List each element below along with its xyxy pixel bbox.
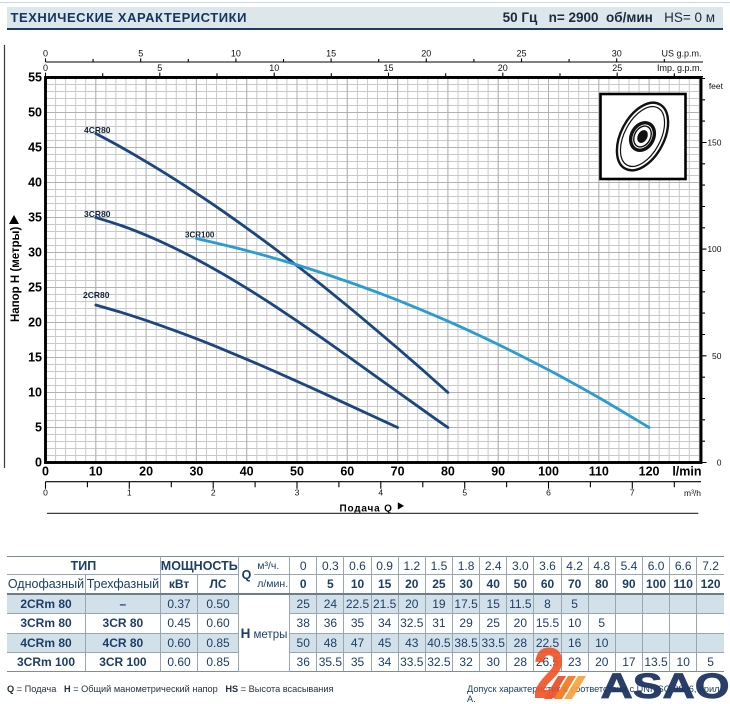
svg-text:10: 10	[89, 465, 103, 479]
svg-text:80: 80	[441, 465, 455, 479]
svg-text:0: 0	[35, 456, 42, 470]
svg-text:15: 15	[383, 63, 393, 73]
svg-text:20: 20	[139, 465, 153, 479]
svg-text:0: 0	[43, 49, 48, 59]
svg-text:25: 25	[612, 63, 622, 73]
svg-text:3: 3	[295, 488, 300, 498]
svg-text:Imp. g.p.m.: Imp. g.p.m.	[657, 63, 702, 73]
svg-text:25: 25	[28, 281, 42, 295]
svg-text:50: 50	[290, 465, 304, 479]
svg-text:0: 0	[42, 465, 49, 479]
svg-text:100: 100	[538, 465, 559, 479]
svg-text:3CR80: 3CR80	[84, 209, 111, 219]
svg-text:35: 35	[28, 211, 42, 225]
svg-text:5: 5	[157, 63, 162, 73]
svg-text:feet: feet	[709, 81, 724, 91]
svg-text:15: 15	[28, 351, 42, 365]
svg-text:40: 40	[28, 176, 42, 190]
svg-text:5: 5	[138, 49, 143, 59]
svg-text:2CR80: 2CR80	[83, 290, 110, 300]
svg-text:20: 20	[421, 49, 431, 59]
svg-text:70: 70	[391, 465, 405, 479]
svg-text:30: 30	[28, 246, 42, 260]
svg-text:m³/h: m³/h	[684, 488, 701, 498]
svg-text:120: 120	[639, 465, 660, 479]
svg-text:20: 20	[28, 316, 42, 330]
svg-text:45: 45	[28, 141, 42, 155]
svg-text:US g.p.m.: US g.p.m.	[661, 49, 701, 59]
svg-text:0: 0	[717, 458, 722, 468]
svg-text:6: 6	[546, 488, 551, 498]
svg-text:15: 15	[326, 49, 336, 59]
svg-text:10: 10	[28, 386, 42, 400]
svg-text:25: 25	[516, 49, 526, 59]
svg-text:60: 60	[340, 465, 354, 479]
svg-text:4: 4	[378, 488, 383, 498]
svg-text:30: 30	[189, 465, 203, 479]
svg-text:5: 5	[462, 488, 467, 498]
svg-text:7: 7	[630, 488, 635, 498]
svg-text:l/min: l/min	[672, 465, 701, 479]
svg-text:30: 30	[612, 49, 622, 59]
svg-text:150: 150	[707, 138, 721, 148]
svg-text:110: 110	[589, 465, 609, 479]
svg-text:Напор H (метры): Напор H (метры)	[10, 227, 22, 322]
svg-text:10: 10	[231, 49, 241, 59]
svg-text:ASAO: ASAO	[601, 667, 730, 699]
svg-text:Подача Q: Подача Q	[340, 504, 393, 515]
svg-text:2: 2	[533, 640, 565, 699]
svg-text:0: 0	[43, 488, 48, 498]
svg-text:1: 1	[127, 488, 132, 498]
svg-text:0: 0	[43, 63, 48, 73]
svg-text:50: 50	[28, 106, 42, 120]
svg-text:10: 10	[269, 63, 279, 73]
svg-text:3CR100: 3CR100	[185, 231, 215, 240]
svg-text:55: 55	[28, 71, 42, 85]
svg-text:20: 20	[498, 63, 508, 73]
svg-text:40: 40	[240, 465, 254, 479]
svg-text:90: 90	[491, 465, 505, 479]
svg-text:5: 5	[35, 421, 42, 435]
svg-text:50: 50	[712, 351, 722, 361]
svg-text:4CR80: 4CR80	[84, 125, 111, 135]
svg-text:2: 2	[211, 488, 216, 498]
svg-text:100: 100	[707, 244, 721, 254]
